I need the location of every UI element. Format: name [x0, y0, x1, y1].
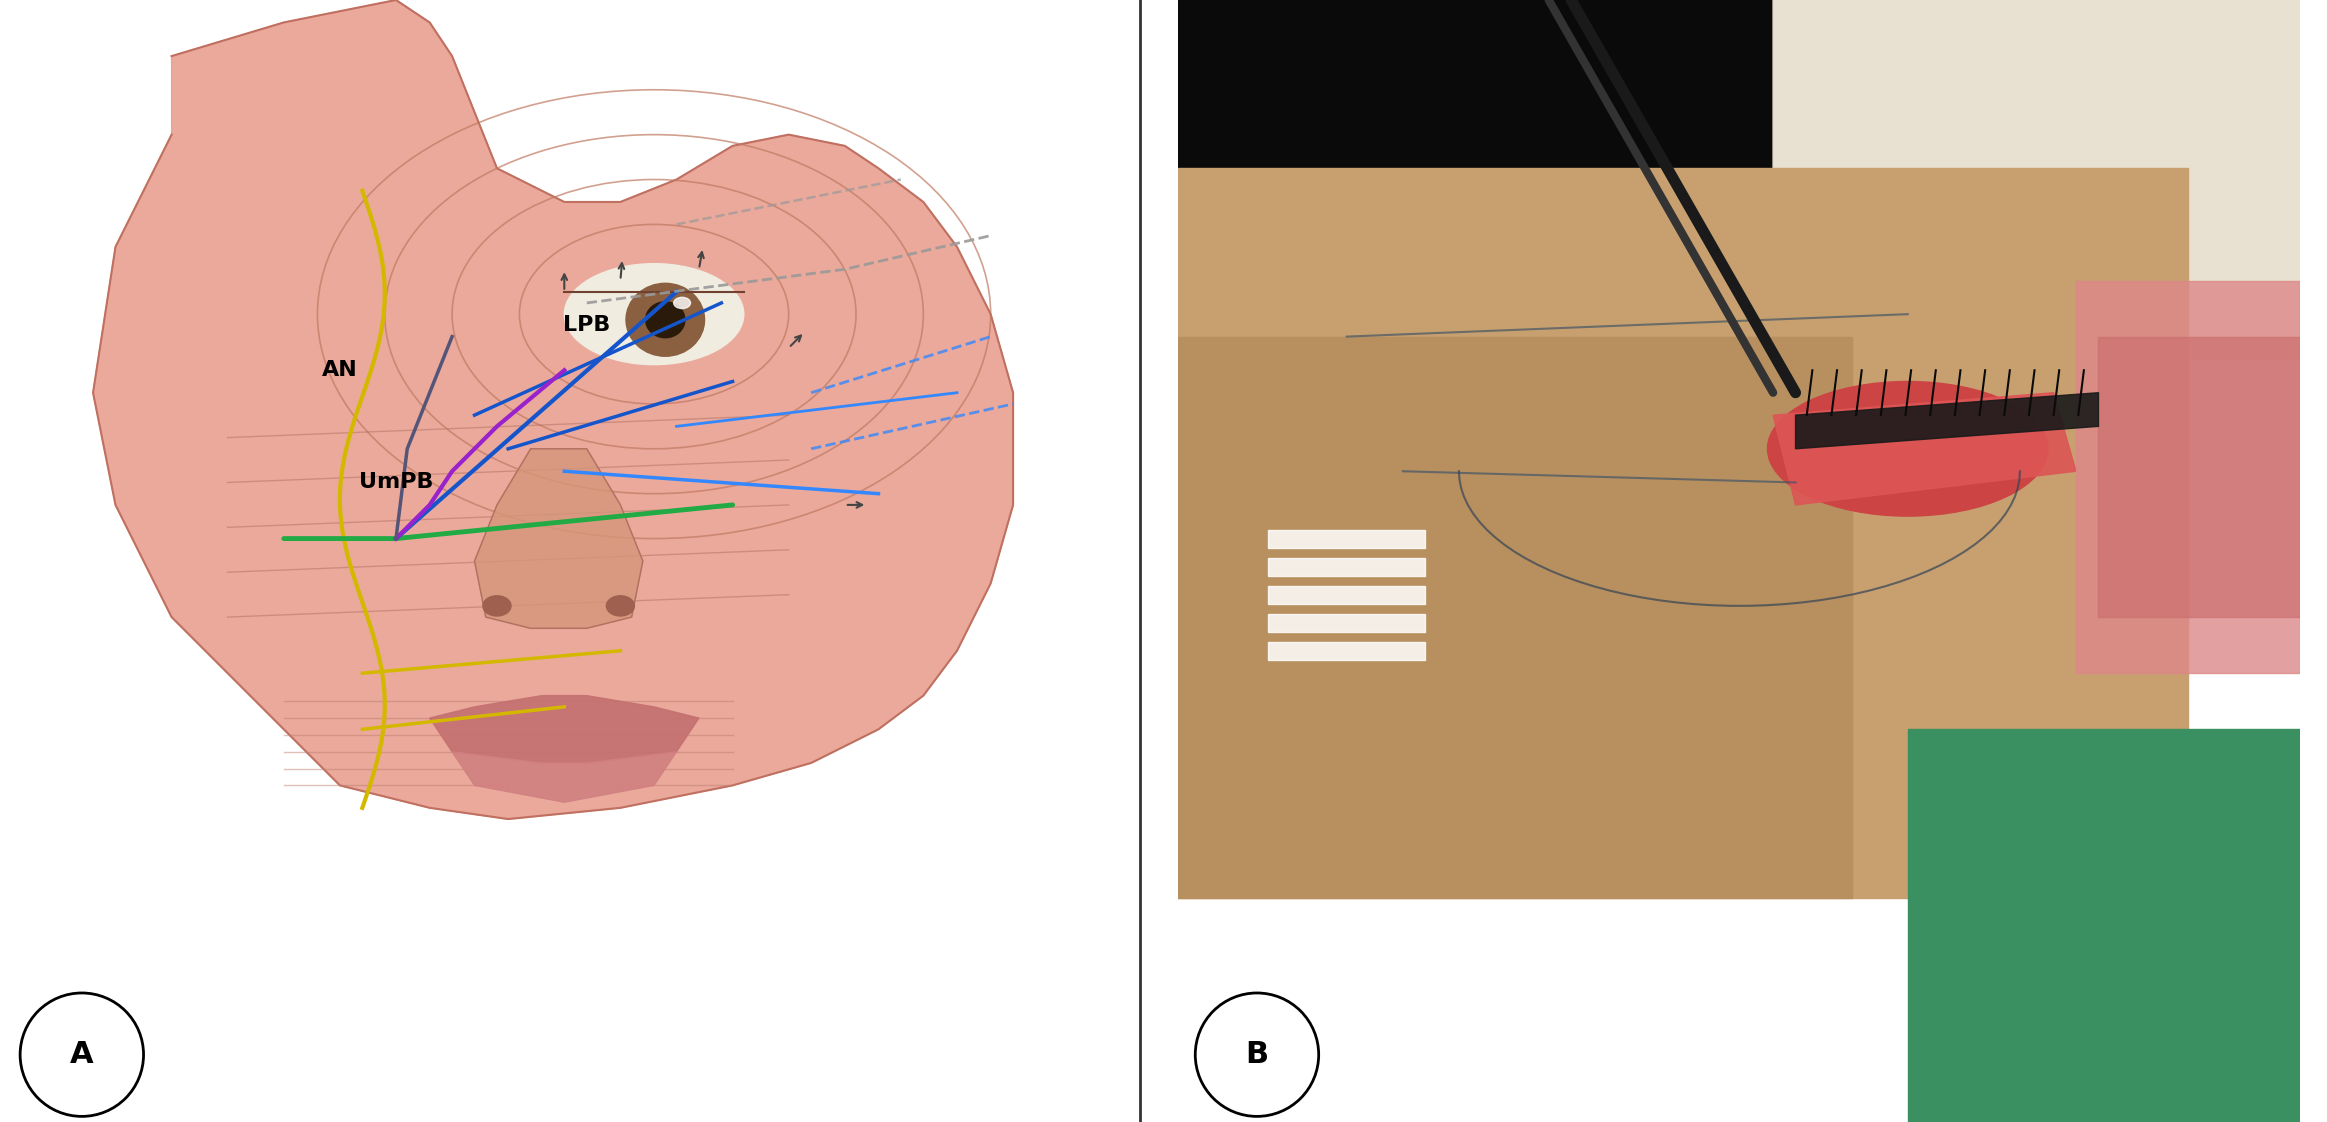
- Polygon shape: [451, 752, 677, 802]
- Ellipse shape: [626, 283, 705, 357]
- Polygon shape: [1268, 586, 1424, 604]
- Ellipse shape: [675, 297, 691, 309]
- Polygon shape: [1177, 0, 2301, 168]
- Text: AN: AN: [321, 360, 358, 380]
- Ellipse shape: [484, 596, 512, 616]
- Polygon shape: [1268, 642, 1424, 660]
- Polygon shape: [1177, 168, 2187, 898]
- Circle shape: [21, 993, 144, 1116]
- Text: LPB: LPB: [563, 315, 610, 335]
- Circle shape: [1196, 993, 1319, 1116]
- Text: B: B: [1245, 1040, 1268, 1069]
- Polygon shape: [1796, 393, 2099, 449]
- Polygon shape: [1268, 558, 1424, 576]
- Polygon shape: [2076, 280, 2301, 673]
- FancyBboxPatch shape: [1773, 0, 2322, 359]
- Polygon shape: [1268, 530, 1424, 548]
- Polygon shape: [1773, 393, 2076, 505]
- Polygon shape: [1268, 614, 1424, 632]
- Ellipse shape: [645, 302, 684, 338]
- Polygon shape: [475, 449, 642, 628]
- Polygon shape: [1908, 729, 2301, 1122]
- Ellipse shape: [563, 264, 745, 365]
- Polygon shape: [1177, 337, 1852, 898]
- Polygon shape: [93, 0, 1012, 819]
- Polygon shape: [2099, 337, 2301, 617]
- Ellipse shape: [607, 596, 635, 616]
- Polygon shape: [430, 696, 698, 763]
- Ellipse shape: [1769, 381, 2048, 516]
- Text: A: A: [70, 1040, 93, 1069]
- Text: UmPB: UmPB: [358, 472, 433, 493]
